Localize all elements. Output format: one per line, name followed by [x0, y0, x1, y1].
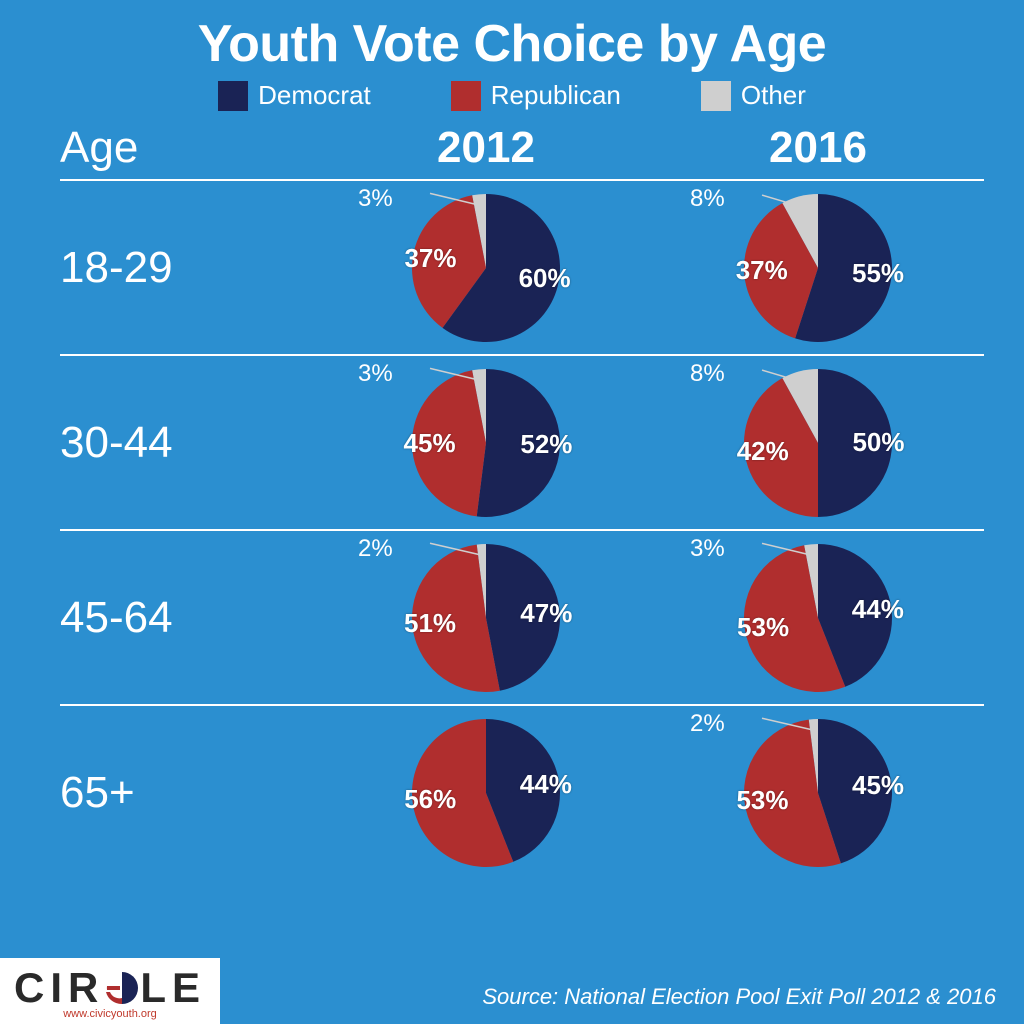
age-label: 18-29 [60, 243, 320, 293]
data-rows: 18-29 60% 37% 3% 55% 37% 8% 30-44 52% 45% 3% 50% 42%… [0, 179, 1024, 879]
pie-label-other: 3% [358, 185, 393, 213]
pie-2016: 55% 37% 8% [652, 183, 984, 353]
legend-label-other: Other [741, 80, 806, 111]
legend-swatch-republican [451, 81, 481, 111]
pie-2012: 60% 37% 3% [320, 183, 652, 353]
logo-text: CIR LE [14, 964, 206, 1012]
column-headers: Age 2012 2016 [0, 111, 1024, 179]
age-label: 45-64 [60, 593, 320, 643]
pie-2012: 47% 51% 2% [320, 533, 652, 703]
pie-label-democrat: 44% [852, 594, 904, 625]
age-label: 30-44 [60, 418, 320, 468]
pie-label-democrat: 44% [520, 769, 572, 800]
pie-label-other: 2% [690, 710, 725, 738]
pie-label-other: 3% [358, 360, 393, 388]
legend-item-republican: Republican [451, 80, 621, 111]
legend-swatch-other [701, 81, 731, 111]
table-row: 18-29 60% 37% 3% 55% 37% 8% [60, 179, 984, 354]
pie-label-democrat: 52% [520, 429, 572, 460]
legend-swatch-democrat [218, 81, 248, 111]
pie-label-republican: 37% [404, 243, 456, 274]
pie-label-other: 2% [358, 535, 393, 563]
pie-label-democrat: 45% [852, 770, 904, 801]
header-2016: 2016 [652, 123, 984, 173]
source-citation: Source: National Election Pool Exit Poll… [482, 984, 996, 1010]
pie-label-other: 8% [690, 360, 725, 388]
legend-label-republican: Republican [491, 80, 621, 111]
pie-2016: 50% 42% 8% [652, 358, 984, 528]
pie-label-republican: 56% [404, 784, 456, 815]
pie-label-republican: 53% [736, 785, 788, 816]
pie-2012: 52% 45% 3% [320, 358, 652, 528]
table-row: 45-64 47% 51% 2% 44% 53% 3% [60, 529, 984, 704]
legend-item-other: Other [701, 80, 806, 111]
pie-2016: 45% 53% 2% [652, 708, 984, 878]
pie-label-republican: 42% [737, 436, 789, 467]
legend-item-democrat: Democrat [218, 80, 371, 111]
chart-title: Youth Vote Choice by Age [0, 0, 1024, 74]
table-row: 65+ 44% 56% 45% 53% 2% [60, 704, 984, 879]
header-age: Age [60, 123, 320, 173]
pie-2016: 44% 53% 3% [652, 533, 984, 703]
header-2012: 2012 [320, 123, 652, 173]
flag-icon [102, 968, 142, 1008]
pie-label-democrat: 60% [519, 263, 571, 294]
pie-2012: 44% 56% [320, 708, 652, 878]
pie-label-republican: 51% [404, 608, 456, 639]
pie-label-republican: 37% [736, 255, 788, 286]
legend: Democrat Republican Other [0, 80, 1024, 111]
pie-label-democrat: 47% [520, 598, 572, 629]
pie-label-other: 8% [690, 185, 725, 213]
age-label: 65+ [60, 768, 320, 818]
pie-label-republican: 45% [404, 428, 456, 459]
pie-label-democrat: 50% [852, 427, 904, 458]
legend-label-democrat: Democrat [258, 80, 371, 111]
pie-label-republican: 53% [737, 612, 789, 643]
table-row: 30-44 52% 45% 3% 50% 42% 8% [60, 354, 984, 529]
pie-label-other: 3% [690, 535, 725, 563]
circle-logo: CIR LE www.civicyouth.org [0, 958, 220, 1024]
pie-label-democrat: 55% [852, 258, 904, 289]
